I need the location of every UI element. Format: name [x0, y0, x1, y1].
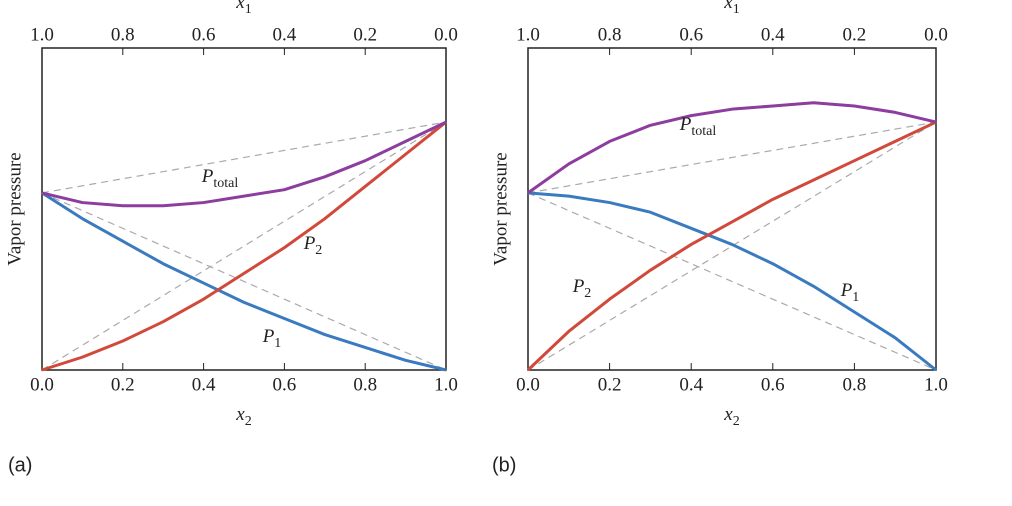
series-label-sub: 2	[315, 243, 322, 258]
series-label-sub: total	[691, 124, 716, 139]
series-label-sub: 2	[584, 286, 591, 301]
series-label-main: P	[262, 326, 275, 347]
x1-tick-label: 0.0	[434, 24, 458, 45]
series-label-main: P	[679, 114, 692, 135]
x-tick-label: 0.8	[843, 374, 867, 395]
series-label-sub: 1	[852, 290, 859, 305]
y-axis-label: Vapor pressure	[490, 152, 511, 265]
x1-tick-label: 0.8	[598, 24, 622, 45]
series-line	[526, 120, 937, 372]
x1-tick-label: 0.8	[111, 24, 135, 45]
x-tick-label: 0.0	[30, 374, 54, 395]
series-line	[41, 120, 447, 372]
reference-line	[527, 121, 937, 371]
series-line	[41, 191, 447, 372]
reference-line	[41, 121, 447, 194]
x-axis-label-sub: 2	[733, 414, 740, 429]
x1-tick-label: 0.6	[192, 24, 216, 45]
series-line	[41, 120, 447, 208]
x1-tick-label: 1.0	[30, 24, 54, 45]
reference-line	[527, 192, 937, 371]
x-tick-label: 0.0	[516, 374, 540, 395]
x1-axis-label-main: x	[723, 0, 733, 13]
x-axis-label: x2	[723, 404, 739, 429]
x-axis-label: x2	[235, 404, 251, 429]
x1-tick-label: 0.4	[273, 24, 297, 45]
series-label-main: P	[303, 233, 316, 254]
plot-frame	[41, 47, 447, 371]
reference-line	[41, 121, 447, 371]
x-tick-label: 0.2	[111, 374, 135, 395]
x1-axis-label-sub: 1	[245, 2, 252, 17]
series-label-main: P	[572, 276, 585, 297]
x1-tick-label: 0.6	[679, 24, 703, 45]
x-tick-label: 0.2	[598, 374, 622, 395]
x1-axis-label: x1	[235, 0, 251, 17]
panel-caption: (b)	[492, 454, 516, 476]
series-label: P1	[840, 280, 860, 305]
series-label-sub: 1	[274, 336, 281, 351]
series-label: P2	[303, 233, 323, 258]
x-tick-label: 0.4	[679, 374, 703, 395]
plot-frame	[527, 47, 937, 371]
series-label: Ptotal	[679, 114, 717, 139]
reference-line	[41, 192, 447, 371]
series-line	[527, 191, 937, 372]
x-tick-label: 0.6	[273, 374, 297, 395]
x-axis-label-sub: 2	[245, 414, 252, 429]
x-tick-label: 0.8	[353, 374, 377, 395]
series-label: Ptotal	[201, 166, 239, 191]
x-tick-label: 1.0	[924, 374, 948, 395]
series-line	[527, 101, 937, 195]
panel-caption: (a)	[8, 454, 32, 476]
x1-axis-label-main: x	[235, 0, 245, 13]
x-tick-label: 0.4	[192, 374, 216, 395]
x1-tick-label: 0.0	[924, 24, 948, 45]
x-tick-label: 0.6	[761, 374, 785, 395]
series-label-main: P	[201, 166, 214, 187]
series-label-sub: total	[213, 176, 238, 191]
y-axis-label: Vapor pressure	[4, 152, 25, 265]
series-label: P2	[572, 276, 592, 301]
x1-tick-label: 0.4	[761, 24, 785, 45]
x1-axis-label-sub: 1	[733, 2, 740, 17]
x1-tick-label: 0.2	[353, 24, 377, 45]
series-label: P1	[262, 326, 282, 351]
x1-tick-label: 1.0	[516, 24, 540, 45]
x1-axis-label: x1	[723, 0, 739, 17]
series-label-main: P	[840, 280, 853, 301]
reference-line	[527, 121, 937, 194]
x-tick-label: 1.0	[434, 374, 458, 395]
x-axis-label-main: x	[723, 404, 733, 425]
x1-tick-label: 0.2	[843, 24, 867, 45]
x-axis-label-main: x	[235, 404, 245, 425]
